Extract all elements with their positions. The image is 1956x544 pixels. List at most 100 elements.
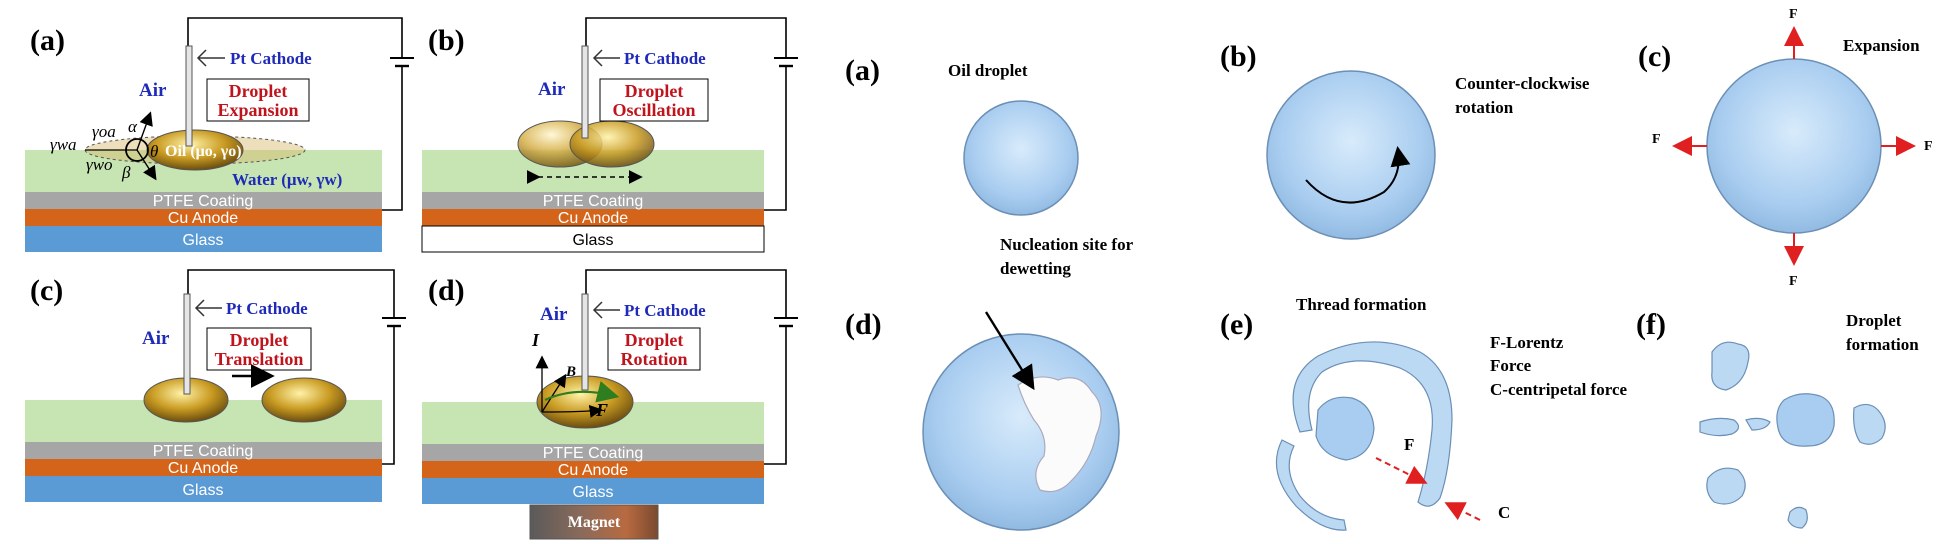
counter-clockwise-arrow [1305,146,1411,204]
field-symbol: B [565,364,576,380]
droplet-fragment [1699,417,1740,437]
droplet-fragment [1706,467,1746,505]
effect-box [206,78,310,122]
effect-line2: Expansion [217,100,298,120]
current-symbol: I [531,330,540,350]
rotation-arrow [544,381,620,403]
right-panel-c: (c) Expansion F F F F [1638,7,1933,289]
effect-line1: Droplet [625,330,684,350]
ptfe-label: PTFE Coating [543,193,643,210]
force-label-right: F [1924,139,1933,154]
cathode-arrow-icon [592,301,620,319]
effect-line1: Droplet [625,81,684,101]
caption: Thread formation [1296,295,1427,314]
droplet-end [261,377,347,423]
expanding-bubble [1706,58,1882,234]
left-panel-c: (c) PTFE Coating Cu Anode Glass Pt Catho… [25,269,406,502]
caption-line2: dewetting [1000,259,1071,278]
panel-label: (d) [845,308,882,341]
pt-cathode-rod [185,45,193,147]
magnet-label: Magnet [568,514,621,531]
pt-cathode-rod [581,293,589,391]
right-panel-d: (d) Nucleation site for dewetting [845,235,1134,531]
caption: Oil droplet [948,61,1028,80]
dewetting-region [1017,376,1102,493]
effect-line1: Droplet [229,81,288,101]
force-label-left: F [1652,132,1661,147]
effect-line2: Translation [215,349,304,369]
central-blob [1315,396,1375,461]
droplet-fragment [1745,417,1771,431]
anode-label: Cu Anode [558,210,628,227]
ptfe-layer [25,192,382,209]
force-vector [541,404,603,418]
panel-label: (b) [428,24,465,57]
air-label: Air [538,79,566,100]
force-label-bottom: F [1789,274,1798,289]
rotating-bubble [1266,70,1436,240]
panel-label: (c) [1638,40,1671,73]
effect-box [599,78,709,122]
droplet-fragment [1711,341,1750,391]
droplet-fragment [1787,506,1808,529]
force-symbol: F [595,400,608,420]
panel-label: (a) [30,24,65,57]
glass-label: Glass [573,232,614,249]
anode-label: Cu Anode [168,460,238,477]
glass-label: Glass [183,232,224,249]
right-panel-f: (f) Droplet formation [1636,308,1919,529]
pt-cathode-rod [581,45,589,139]
glass-layer [422,478,764,504]
oil-droplet [146,129,244,171]
mark-C: C [1498,503,1510,522]
panel-label: (b) [1220,40,1257,73]
ptfe-layer [422,192,764,209]
gamma-wo-label: γwo [86,155,113,174]
oil-droplet-bubble [963,100,1079,216]
right-panel-a: (a) Oil droplet [845,54,1079,216]
ptfe-label: PTFE Coating [543,445,643,462]
circuit-wire [585,269,787,465]
right-panel-e: (e) Thread formation F-Lorentz Force C-c… [1220,295,1627,531]
gamma-oa-label: γoa [92,122,116,141]
cathode-label: Pt Cathode [624,49,706,68]
cathode-label: Pt Cathode [226,299,308,318]
anode-layer [25,209,382,226]
theta-label: θ [150,142,158,161]
panel-label: (c) [30,274,63,307]
anode-layer [422,209,764,226]
panel-label: (d) [428,274,465,307]
left-panel-b: (b) PTFE Coating Cu Anode Glass Pt Catho… [421,17,798,253]
mark-F: F [1404,435,1414,454]
caption-line2: rotation [1455,98,1514,117]
centripetal-force-arrow [1444,502,1481,521]
glass-layer [25,476,382,502]
circuit-wire [187,17,403,211]
legend-line3: C-centripetal force [1490,380,1627,399]
nucleation-arrow [984,311,1035,391]
anode-layer [422,461,764,478]
caption-line1: Droplet [1846,311,1902,330]
droplet-fragment [1776,393,1835,447]
caption-line1: Nucleation site for [1000,235,1134,254]
panel-label: (f) [1636,308,1666,341]
ptfe-label: PTFE Coating [153,193,253,210]
glass-layer [421,225,765,253]
field-vector [541,373,567,413]
anode-label: Cu Anode [558,462,628,479]
circuit-wire [585,17,787,211]
air-label: Air [139,80,167,101]
gamma-wa-label: γwa [50,135,77,154]
glass-layer [25,226,382,252]
oil-label: Oil (μo, γo) [165,143,242,160]
air-label: Air [142,328,170,349]
anode-layer [25,459,382,476]
pt-cathode-rod [183,293,191,395]
air-label: Air [540,304,568,325]
left-panel-d: (d) PTFE Coating Cu Anode Glass Magnet P… [422,269,798,540]
legend-line2: Force [1490,356,1532,375]
cathode-arrow-icon [194,299,222,317]
glass-label: Glass [573,484,614,501]
thread-fragment [1275,439,1347,531]
cathode-label: Pt Cathode [624,301,706,320]
